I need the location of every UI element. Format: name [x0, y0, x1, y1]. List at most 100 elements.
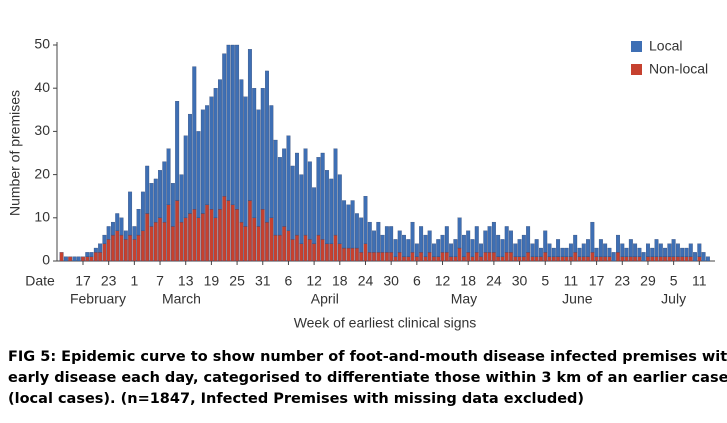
bar-segment — [380, 234, 385, 253]
legend-label: Non-local — [649, 61, 708, 77]
bar-segment — [260, 209, 265, 262]
bar-segment — [162, 221, 167, 262]
bar-segment — [577, 256, 582, 262]
caption-line: early disease each day, categorised to d… — [8, 370, 727, 386]
bar-segment — [230, 204, 235, 262]
bar-segment — [123, 239, 128, 262]
bar-segment — [320, 239, 325, 262]
bar-segment — [93, 252, 98, 262]
bar-segment — [145, 165, 150, 214]
bar-segment — [85, 252, 90, 257]
y-tick-label: 30 — [34, 122, 50, 138]
bar-segment — [158, 170, 162, 218]
bar-segment — [393, 256, 398, 262]
bar-segment — [106, 226, 111, 240]
bar-segment — [222, 53, 227, 197]
x-tick-label: 5 — [670, 273, 678, 289]
bar-segment — [363, 243, 368, 262]
bar-segment — [675, 243, 680, 257]
bar-segment — [663, 247, 668, 257]
bar-segment — [573, 234, 578, 253]
bar-segment — [89, 252, 94, 257]
bar-segment — [483, 252, 488, 262]
bar-segment — [384, 226, 389, 253]
bar-segment — [303, 148, 308, 236]
bar-segment — [119, 234, 124, 262]
bar-segment — [658, 256, 663, 262]
bar-segment — [521, 234, 526, 257]
bar-segment — [282, 226, 287, 262]
bar-segment — [282, 148, 287, 227]
bar-segment — [337, 243, 342, 262]
bar-segment — [226, 44, 231, 201]
x-tick-label: 23 — [101, 273, 117, 289]
bar-segment — [671, 239, 676, 257]
bar-segment — [140, 230, 145, 262]
bar-segment — [213, 88, 218, 218]
bar-segment — [607, 256, 612, 262]
bar-segment — [530, 256, 535, 262]
bar-segment — [513, 243, 518, 257]
bar-segment — [325, 243, 329, 262]
bar-segment — [530, 243, 535, 257]
x-tick-label: 31 — [255, 273, 271, 289]
bar-segment — [260, 88, 265, 210]
caption-line: FIG 5: Epidemic curve to show number of … — [8, 349, 727, 365]
bar-segment — [320, 152, 325, 240]
bar-segment — [63, 256, 68, 262]
bar-segment — [230, 44, 235, 205]
bar-segment — [556, 256, 561, 262]
bar-segment — [243, 226, 248, 262]
bar-segment — [170, 226, 175, 262]
bar-segment — [119, 217, 124, 236]
bar-segment — [290, 165, 295, 240]
bar-segment — [384, 252, 389, 262]
bar-segment — [252, 217, 257, 262]
bar-segment — [444, 252, 449, 262]
bar-segment — [607, 247, 612, 257]
bar-segment — [218, 79, 222, 210]
bar-segment — [346, 247, 351, 262]
bar-segment — [59, 252, 64, 262]
bar-segment — [479, 256, 483, 262]
bar-segment — [406, 256, 411, 262]
bar-segment — [192, 209, 197, 262]
bar-segment — [265, 221, 269, 262]
bar-segment — [256, 109, 261, 227]
x-tick-label: 18 — [460, 273, 476, 289]
bar-segment — [115, 213, 120, 231]
bar-segment — [457, 247, 462, 262]
bar-segment — [654, 239, 659, 257]
bar-segment — [491, 221, 496, 253]
bar-segment — [350, 247, 355, 262]
bar-segment — [333, 234, 338, 262]
bar-segment — [419, 226, 424, 253]
bar-segment — [410, 252, 415, 262]
bar-segment — [111, 234, 115, 262]
bar-segment — [534, 239, 539, 257]
bar-segment — [303, 234, 308, 262]
bar-segment — [140, 191, 145, 231]
bar-segment — [235, 44, 240, 210]
bar-segment — [590, 221, 595, 253]
bar-segment — [346, 204, 351, 249]
x-tick-label: 30 — [512, 273, 528, 289]
bar-segment — [299, 243, 304, 262]
bar-segment — [376, 252, 381, 262]
bar-segment — [521, 256, 526, 262]
x-tick-label: 30 — [383, 273, 399, 289]
bar-segment — [342, 247, 347, 262]
bar-segment — [624, 247, 629, 257]
bar-segment — [136, 209, 141, 236]
legend-label: Local — [649, 38, 682, 54]
bar-segment — [410, 221, 415, 253]
bar-segment — [440, 234, 445, 253]
bar-segment — [547, 243, 552, 257]
bar-segment — [307, 239, 312, 262]
bar-segment — [209, 96, 214, 210]
bar-segment — [247, 49, 252, 201]
bar-segment — [218, 209, 222, 262]
bar-segment — [269, 105, 274, 218]
bar-segment — [277, 157, 282, 236]
bar-segment — [693, 252, 697, 262]
